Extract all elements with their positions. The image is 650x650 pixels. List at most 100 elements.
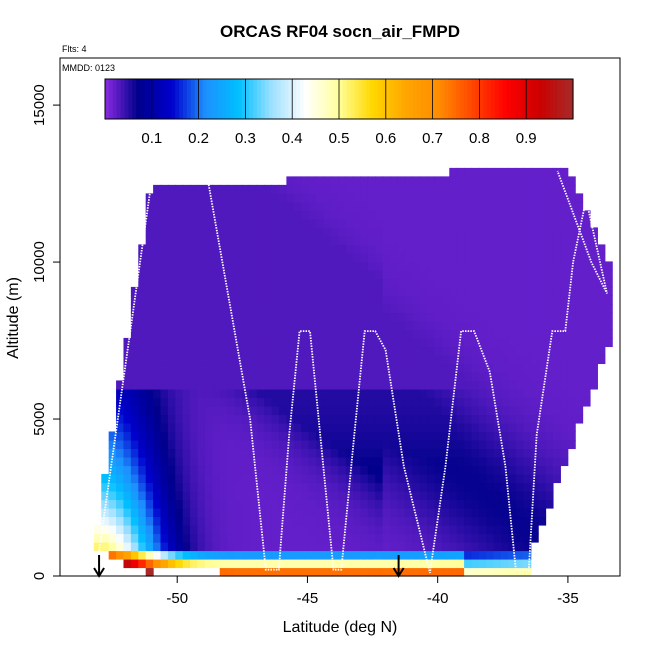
heatmap-cell xyxy=(167,363,176,373)
colorbar-segment xyxy=(307,79,313,119)
heatmap-cell xyxy=(330,252,339,262)
heatmap-cell xyxy=(175,184,184,194)
heatmap-cell xyxy=(382,456,391,467)
heatmap-cell xyxy=(538,210,547,220)
heatmap-cell xyxy=(197,465,206,475)
heatmap-cell xyxy=(271,550,280,560)
heatmap-cell xyxy=(508,397,517,407)
heatmap-cell xyxy=(153,354,162,365)
heatmap-cell xyxy=(367,201,376,211)
heatmap-cell xyxy=(427,286,436,297)
heatmap-cell xyxy=(538,405,547,416)
heatmap-cell xyxy=(249,405,258,416)
heatmap-cell xyxy=(456,184,465,194)
heatmap-cell xyxy=(197,541,206,552)
heatmap-cell xyxy=(375,244,384,254)
heatmap-cell xyxy=(486,524,495,535)
colorbar-segment xyxy=(179,79,184,119)
heatmap-cell xyxy=(212,371,221,382)
heatmap-cell xyxy=(515,320,524,331)
heatmap-cell xyxy=(160,371,169,382)
colorbar-tick-label: 0.9 xyxy=(516,130,537,147)
heatmap-cell xyxy=(212,312,221,322)
heatmap-cell xyxy=(338,269,347,280)
heatmap-cell xyxy=(175,405,184,416)
heatmap-cell xyxy=(227,448,236,458)
heatmap-cell xyxy=(308,465,317,475)
heatmap-cell xyxy=(434,184,443,194)
heatmap-cell xyxy=(227,405,236,416)
colorbar-segment xyxy=(393,79,399,119)
heatmap-cell xyxy=(486,218,495,228)
heatmap-cell xyxy=(286,567,295,577)
colorbar-segment xyxy=(495,79,500,119)
heatmap-cell xyxy=(434,278,443,288)
heatmap-cell xyxy=(234,184,243,194)
heatmap-cell xyxy=(523,210,532,220)
heatmap-cell xyxy=(167,397,176,407)
heatmap-cell xyxy=(501,422,510,433)
heatmap-cell xyxy=(530,210,539,220)
heatmap-cell xyxy=(301,490,310,501)
heatmap-cell xyxy=(375,371,384,382)
heatmap-cell xyxy=(486,235,495,245)
heatmap-cell xyxy=(419,244,428,254)
heatmap-cell xyxy=(486,193,495,203)
heatmap-cell xyxy=(271,533,280,543)
heatmap-cell xyxy=(597,303,606,314)
heatmap-cell xyxy=(597,278,606,288)
heatmap-cell xyxy=(175,201,184,211)
heatmap-cell xyxy=(545,252,554,262)
heatmap-cell xyxy=(427,431,436,441)
heatmap-cell xyxy=(323,227,332,237)
heatmap-cell xyxy=(264,567,273,577)
heatmap-cell xyxy=(197,388,206,399)
heatmap-cell xyxy=(286,184,295,194)
heatmap-cell xyxy=(241,193,250,203)
heatmap-cell xyxy=(219,337,228,348)
heatmap-cell xyxy=(404,337,413,348)
heatmap-cell xyxy=(256,201,265,211)
heatmap-cell xyxy=(530,252,539,262)
colorbar-segment xyxy=(467,79,473,119)
heatmap-cell xyxy=(316,541,324,552)
heatmap-cell xyxy=(219,558,228,569)
colorbar-segment xyxy=(510,79,516,119)
heatmap-cell xyxy=(338,507,347,518)
heatmap-cell xyxy=(567,244,576,254)
heatmap-cell xyxy=(419,558,428,569)
heatmap-cell xyxy=(353,303,362,314)
heatmap-cell xyxy=(145,278,154,288)
heatmap-cell xyxy=(545,482,554,492)
heatmap-cell xyxy=(204,473,213,484)
heatmap-cell xyxy=(212,337,221,348)
heatmap-cell xyxy=(278,533,287,543)
heatmap-cell xyxy=(464,524,473,535)
heatmap-cell xyxy=(278,397,287,407)
heatmap-cell xyxy=(256,354,265,365)
heatmap-cell xyxy=(486,490,495,501)
heatmap-cell xyxy=(552,193,561,203)
heatmap-cell xyxy=(182,320,191,331)
heatmap-cell xyxy=(160,499,169,509)
heatmap-cell xyxy=(204,371,213,382)
heatmap-cell xyxy=(293,312,302,322)
heatmap-cell xyxy=(375,482,384,492)
heatmap-cell xyxy=(404,346,413,356)
heatmap-cell xyxy=(382,176,391,186)
heatmap-cell xyxy=(471,210,480,220)
heatmap-cell xyxy=(567,380,576,390)
heatmap-cell xyxy=(345,524,354,535)
heatmap-cell xyxy=(308,235,317,245)
heatmap-cell xyxy=(493,516,502,526)
heatmap-cell xyxy=(375,184,384,194)
heatmap-cell xyxy=(286,499,295,509)
heatmap-cell xyxy=(138,278,147,288)
heatmap-cell xyxy=(493,473,502,484)
heatmap-cell xyxy=(204,354,213,365)
heatmap-cell xyxy=(212,422,221,433)
heatmap-cell xyxy=(508,312,517,322)
heatmap-cell xyxy=(197,303,206,314)
heatmap-cell xyxy=(449,286,458,297)
heatmap-cell xyxy=(264,541,273,552)
